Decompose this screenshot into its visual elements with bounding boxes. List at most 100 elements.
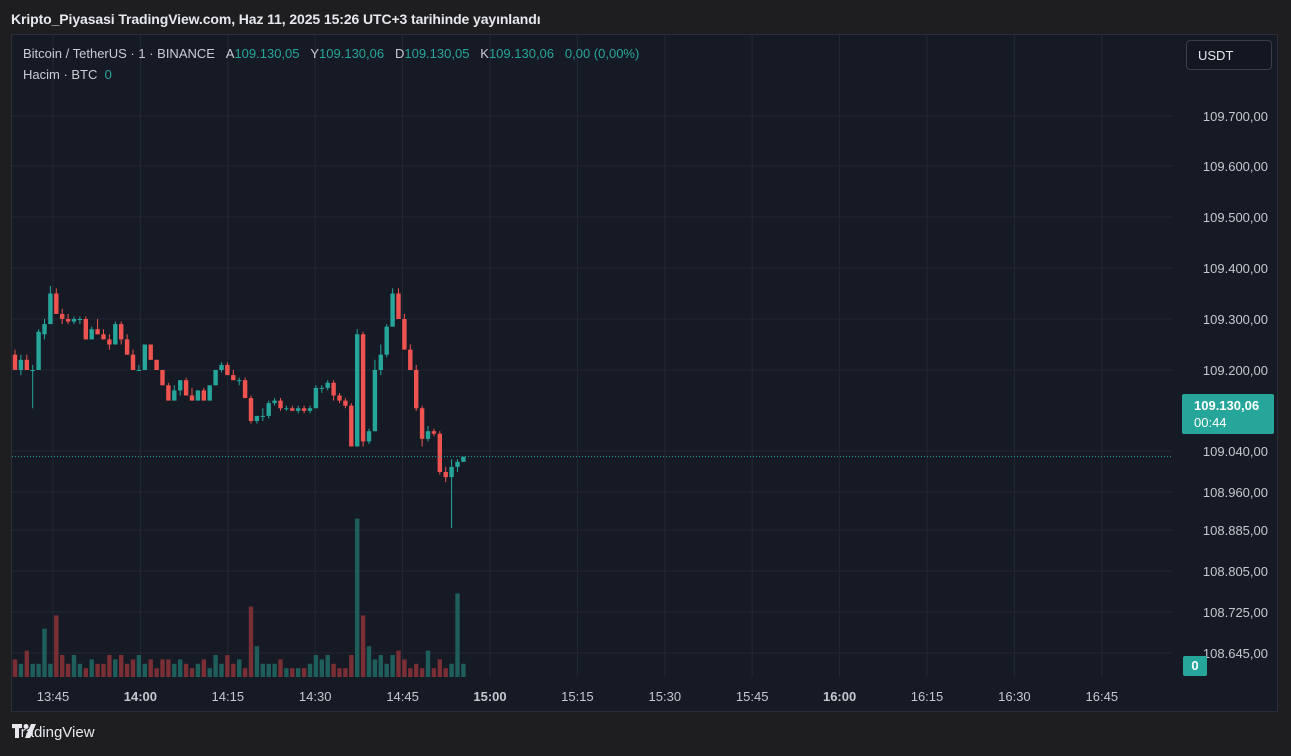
volume-bar: [166, 659, 171, 677]
legend-volume-label[interactable]: Hacim · BTC: [23, 67, 98, 82]
volume-bar: [18, 663, 24, 677]
chart-frame[interactable]: 109.700,00 109.600,00 109.500,00 109.400,00…: [11, 34, 1278, 712]
tradingview-logo-icon: [12, 724, 36, 738]
candle-body: [101, 334, 106, 340]
candlestick-chart[interactable]: 109.700,00 109.600,00 109.500,00 109.400,00…: [12, 35, 1278, 712]
candle-body: [366, 431, 372, 442]
currency-button[interactable]: USDT: [1186, 40, 1272, 70]
volume-bar: [284, 668, 289, 677]
candle-body: [113, 324, 118, 345]
volume-bar: [402, 659, 407, 677]
candle-body: [107, 339, 112, 345]
candle-body: [237, 380, 242, 382]
candle-body: [89, 329, 94, 340]
volume-bar: [130, 659, 136, 677]
volume-bar: [195, 663, 201, 677]
candle-body: [183, 380, 189, 396]
volume-bar: [455, 593, 460, 677]
volume-bar: [71, 655, 77, 677]
candle-body: [307, 408, 313, 411]
legend-low-label: D: [394, 46, 405, 61]
volume-bar: [107, 655, 112, 677]
candle-body: [254, 415, 260, 421]
candle-body: [290, 408, 295, 411]
candle-body: [337, 395, 342, 401]
volume-bar: [219, 663, 224, 677]
volume-bar: [183, 663, 189, 677]
candle-body: [449, 466, 454, 478]
candle-body: [260, 415, 265, 417]
candle-body: [154, 359, 159, 370]
time-axis-label: 14:15: [212, 689, 245, 704]
candle-body: [54, 293, 59, 314]
candle-body: [95, 329, 100, 335]
candle-body: [119, 324, 124, 340]
time-axis-label: 15:45: [736, 689, 769, 704]
legend-symbol[interactable]: Bitcoin / TetherUS · 1 · BINANCE: [23, 46, 215, 61]
volume-bar: [461, 663, 466, 677]
price-axis-label: 108.885,00: [1203, 523, 1268, 538]
candle-body: [142, 344, 147, 370]
candle-body: [71, 319, 77, 322]
footer-brand[interactable]: TradingView: [12, 724, 95, 741]
candle-body: [313, 387, 319, 409]
volume-bar: [366, 646, 372, 677]
volume-bar: [449, 663, 454, 677]
volume-bar: [319, 659, 324, 677]
candle-body: [231, 375, 236, 381]
last-price-tag: 109.130,06 00:44: [1182, 394, 1274, 434]
volume-bar: [36, 663, 41, 677]
volume-bar: [101, 663, 106, 677]
volume-bar: [12, 659, 18, 677]
price-axis-label: 109.600,00: [1203, 159, 1268, 174]
time-axis-label: 14:30: [299, 689, 332, 704]
volume-bar: [355, 518, 360, 677]
volume-bar: [443, 668, 448, 677]
candle-body: [195, 390, 201, 401]
candle-body: [77, 319, 83, 320]
volume-bar: [254, 646, 260, 677]
volume-bar: [48, 663, 53, 677]
candle-body: [83, 319, 88, 340]
volume-bar: [431, 668, 437, 677]
volume-bar: [65, 663, 71, 677]
candle-body: [301, 408, 307, 411]
candle-body: [331, 382, 336, 396]
volume-bar: [266, 663, 271, 677]
candle-body: [160, 370, 165, 386]
volume-bar: [136, 655, 142, 677]
candle-body: [425, 431, 431, 439]
volume-bar: [124, 663, 130, 677]
candle-body: [455, 461, 460, 467]
time-axis-label: 16:45: [1086, 689, 1119, 704]
volume-bar: [113, 659, 118, 677]
candle-body: [219, 364, 224, 370]
chart-legend: Bitcoin / TetherUS · 1 · BINANCE A109.13…: [23, 46, 639, 82]
time-axis-label: 13:45: [37, 689, 70, 704]
volume-bar: [325, 655, 330, 677]
legend-row-ohlc: Bitcoin / TetherUS · 1 · BINANCE A109.13…: [23, 46, 639, 61]
candle-body: [349, 405, 354, 447]
header-title: Kripto_Piyasasi TradingView.com, Haz 11,…: [11, 11, 541, 27]
volume-bar: [142, 663, 147, 677]
candle-body: [408, 349, 413, 370]
candle-body: [343, 400, 348, 406]
legend-row-volume: Hacim · BTC 0: [23, 67, 639, 82]
candle-body: [12, 354, 18, 370]
volume-bar: [343, 668, 348, 677]
candle-body: [360, 334, 366, 442]
volume-bar: [301, 668, 307, 677]
volume-bar: [296, 668, 301, 677]
price-axis-label: 109.700,00: [1203, 109, 1268, 124]
volume-bar: [95, 663, 100, 677]
volume-bar: [437, 659, 442, 677]
price-axis-label: 109.500,00: [1203, 210, 1268, 225]
candle-body: [419, 408, 425, 439]
candle-body: [48, 293, 53, 325]
candle-body: [396, 293, 401, 319]
candle-body: [242, 380, 248, 399]
legend-volume-value: 0: [104, 67, 112, 82]
candle-body: [30, 370, 35, 371]
volume-bar: [119, 655, 124, 677]
volume-bar: [172, 663, 177, 677]
